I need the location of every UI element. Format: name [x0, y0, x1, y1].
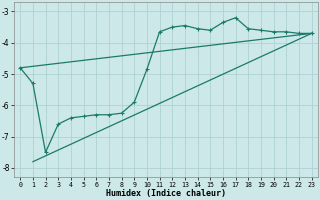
- X-axis label: Humidex (Indice chaleur): Humidex (Indice chaleur): [106, 189, 226, 198]
